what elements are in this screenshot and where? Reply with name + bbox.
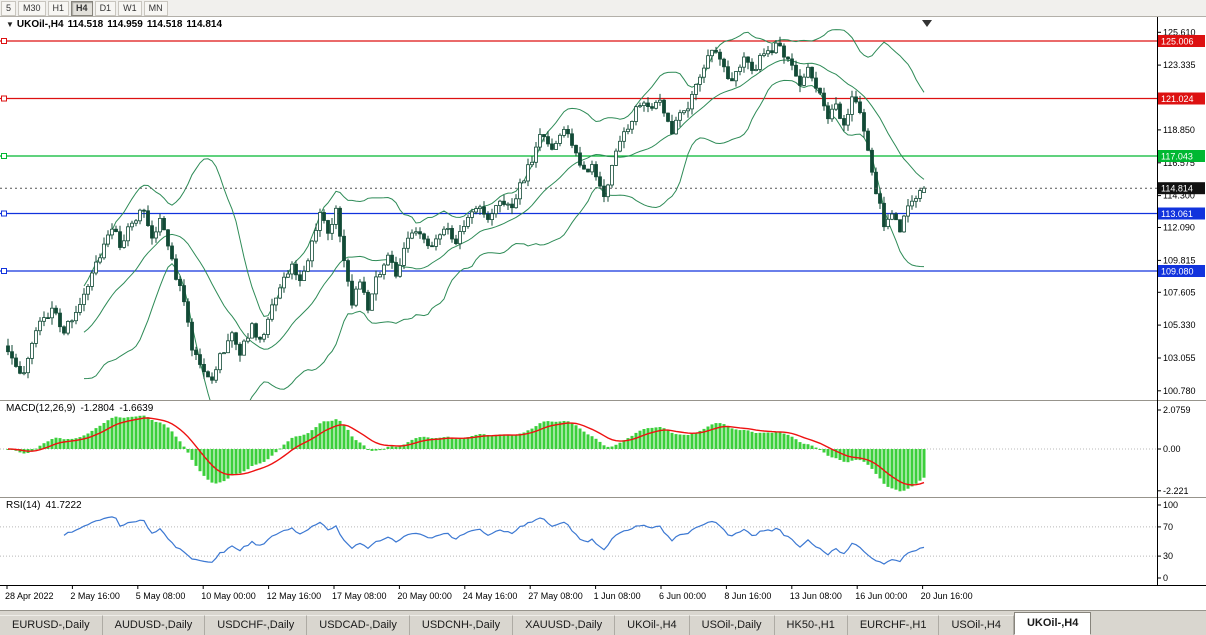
chart-tab-eurchf-h1[interactable]: EURCHF-,H1 <box>847 615 940 635</box>
rsi-value: 41.7222 <box>45 500 82 511</box>
time-label: 20 May 00:00 <box>397 591 452 601</box>
price-badge-125.006 <box>1158 35 1205 47</box>
timeframe-button-W1[interactable]: W1 <box>118 0 142 16</box>
chart-tab-audusd-daily[interactable]: AUDUSD-,Daily <box>102 615 206 635</box>
timeframe-button-M30[interactable]: M30 <box>18 0 46 16</box>
svg-text:125.610: 125.610 <box>1163 27 1196 37</box>
svg-text:118.850: 118.850 <box>1163 125 1195 135</box>
time-label: 13 Jun 08:00 <box>790 591 842 601</box>
macd-signal-value: -1.6639 <box>119 403 154 414</box>
time-label: 27 May 08:00 <box>528 591 583 601</box>
chart-tab-usoil-daily[interactable]: USOil-,Daily <box>689 615 775 635</box>
svg-text:-2.221: -2.221 <box>1163 486 1189 496</box>
chart-tab-hk50-h1[interactable]: HK50-,H1 <box>774 615 848 635</box>
chart-symbol-ohlc: ▼ UKOil-,H4 114.518 114.959 114.518 114.814 <box>6 19 226 30</box>
chart-tab-usdchf-daily[interactable]: USDCHF-,Daily <box>205 615 308 635</box>
symbol-timeframe-label: UKOil-,H4 <box>16 19 64 30</box>
chart-tab-usoil-h4[interactable]: USOil-,H4 <box>939 615 1014 635</box>
time-label: 10 May 00:00 <box>201 591 256 601</box>
chart-tab-usdcad-daily[interactable]: USDCAD-,Daily <box>307 615 410 635</box>
time-label: 2 May 16:00 <box>70 591 120 601</box>
chart-tab-xauusd-daily[interactable]: XAUUSD-,Daily <box>513 615 616 635</box>
price-axis: 125.610 123.335 118.850 116.575 114.300 112.0… <box>1157 17 1205 585</box>
price-badge-113.061 <box>1158 207 1205 220</box>
rsi-panel <box>0 516 1157 565</box>
price-badge-117.043 <box>1158 150 1205 162</box>
time-label: 20 Jun 16:00 <box>921 591 973 601</box>
time-label: 8 Jun 16:00 <box>724 591 771 601</box>
timeframe-toolbar: 5 M30 H1 H4 D1 W1 MN <box>0 0 1206 17</box>
candles-layer <box>6 36 926 384</box>
svg-text:121.024: 121.024 <box>1161 94 1194 104</box>
chart-tab-ukoil-h4[interactable]: UKOil-,H4 <box>1013 612 1092 635</box>
one-click-trading-icon[interactable]: ▼ <box>6 20 14 29</box>
svg-text:30: 30 <box>1163 551 1173 561</box>
price-badge-109.080 <box>1158 265 1205 277</box>
price-badge-114.814 <box>1158 182 1205 195</box>
time-label: 6 Jun 00:00 <box>659 591 706 601</box>
rsi-name: RSI(14) <box>6 500 41 511</box>
svg-text:0.00: 0.00 <box>1163 444 1181 454</box>
svg-text:123.335: 123.335 <box>1163 60 1196 70</box>
chart-shift-marker-icon[interactable] <box>922 20 932 27</box>
rsi-indicator-label: RSI(14) 41.7222 <box>6 500 87 511</box>
timeframe-button-H1[interactable]: H1 <box>47 0 70 16</box>
ohlc-high: 114.959 <box>107 19 143 30</box>
chart-tab-eurusd-daily[interactable]: EURUSD-,Daily <box>0 615 103 635</box>
price-badge-121.024 <box>1158 92 1205 105</box>
timeframe-button-H4[interactable]: H4 <box>71 0 93 16</box>
timeframe-button-MN[interactable]: MN <box>143 0 168 16</box>
svg-text:116.575: 116.575 <box>1163 158 1195 168</box>
timeframe-button-D1[interactable]: D1 <box>94 0 117 16</box>
macd-main-value: -1.2804 <box>80 403 115 414</box>
svg-text:113.061: 113.061 <box>1161 209 1193 219</box>
svg-text:109.815: 109.815 <box>1163 255 1196 265</box>
chart-background <box>0 17 1206 609</box>
timeframe-button-5[interactable]: 5 <box>1 0 17 16</box>
svg-text:70: 70 <box>1163 522 1173 532</box>
time-label: 28 Apr 2022 <box>5 591 54 601</box>
time-label: 1 Jun 08:00 <box>594 591 641 601</box>
svg-text:117.043: 117.043 <box>1161 152 1193 162</box>
time-axis-labels: 28 Apr 2022 2 May 16:00 5 May 08:00 10 May … <box>5 586 973 601</box>
macd-panel <box>0 415 1157 492</box>
svg-text:100: 100 <box>1163 500 1178 510</box>
svg-text:107.605: 107.605 <box>1163 287 1196 297</box>
ohlc-open: 114.518 <box>67 19 104 30</box>
time-label: 12 May 16:00 <box>267 591 322 601</box>
svg-text:100.780: 100.780 <box>1163 386 1196 396</box>
chart-tab-bar: EURUSD-,Daily AUDUSD-,Daily USDCHF-,Daily U… <box>0 610 1206 635</box>
svg-text:114.814: 114.814 <box>1161 184 1193 194</box>
svg-text:0: 0 <box>1163 573 1168 583</box>
svg-text:112.090: 112.090 <box>1163 223 1195 233</box>
chart-tab-usdcnh-daily[interactable]: USDCNH-,Daily <box>409 615 514 635</box>
time-label: 5 May 08:00 <box>136 591 186 601</box>
time-label: 24 May 16:00 <box>463 591 518 601</box>
svg-text:105.330: 105.330 <box>1163 320 1196 330</box>
ohlc-close: 114.814 <box>186 19 223 30</box>
svg-text:114.300: 114.300 <box>1163 191 1195 201</box>
svg-text:109.080: 109.080 <box>1161 267 1194 277</box>
macd-name: MACD(12,26,9) <box>6 403 76 414</box>
time-label: 17 May 08:00 <box>332 591 387 601</box>
svg-text:2.0759: 2.0759 <box>1163 405 1191 415</box>
chart-tab-ukoil-h4[interactable]: UKOil-,H4 <box>615 615 690 635</box>
svg-text:103.055: 103.055 <box>1163 353 1196 363</box>
svg-text:125.006: 125.006 <box>1161 37 1194 47</box>
macd-indicator-label: MACD(12,26,9) -1.2804 -1.6639 <box>6 403 158 414</box>
ohlc-low: 114.518 <box>146 19 183 30</box>
time-label: 16 Jun 00:00 <box>855 591 907 601</box>
